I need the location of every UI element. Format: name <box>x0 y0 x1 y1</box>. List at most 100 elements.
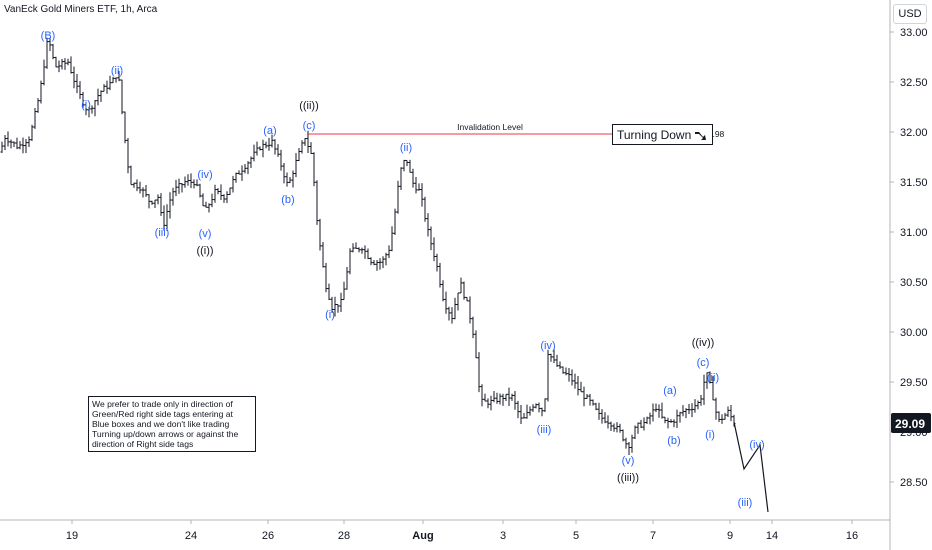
ohlc-bar <box>666 417 670 429</box>
ohlc-bar <box>138 181 142 194</box>
ohlc-bar <box>438 262 442 288</box>
ohlc-bar <box>123 111 127 144</box>
x-tick-label: 7 <box>650 530 656 542</box>
ohlc-bar <box>540 407 544 417</box>
ohlc-bar <box>366 248 370 260</box>
y-tick-label: 31.50 <box>900 177 928 189</box>
ohlc-bar <box>612 423 616 432</box>
ohlc-bar <box>81 91 85 108</box>
ohlc-bar <box>558 361 562 370</box>
ohlc-bar <box>531 404 535 412</box>
ohlc-bar <box>162 205 166 231</box>
ohlc-bar <box>45 37 49 69</box>
ohlc-bar <box>471 316 475 339</box>
ohlc-bar <box>309 142 313 154</box>
ohlc-bar <box>15 137 19 150</box>
ohlc-bar <box>150 200 154 205</box>
x-tick-label: 24 <box>185 530 197 542</box>
ohlc-bar <box>144 184 148 197</box>
ohlc-bar <box>453 297 457 320</box>
ohlc-bar <box>444 291 448 314</box>
wave-label: (iv) <box>540 340 555 352</box>
ohlc-bar <box>486 398 490 409</box>
y-tick-label: 31.00 <box>900 227 928 239</box>
currency-button[interactable]: USD <box>893 4 927 24</box>
ohlc-bar <box>633 425 637 440</box>
ohlc-bar <box>9 139 13 149</box>
wave-label: (ii) <box>707 372 719 384</box>
ohlc-bar <box>276 144 280 157</box>
ohlc-bar <box>624 437 628 449</box>
ohlc-bar <box>465 296 469 302</box>
ohlc-bar <box>585 393 589 399</box>
ohlc-bar <box>321 241 325 268</box>
ohlc-bar <box>570 369 574 386</box>
last-price-label: 29.09 <box>895 417 925 431</box>
ohlc-bar <box>450 307 454 324</box>
ohlc-bar <box>546 349 550 402</box>
ohlc-bar <box>252 144 256 162</box>
ohlc-bar <box>174 179 178 197</box>
ohlc-bar <box>576 375 580 396</box>
ohlc-bar <box>645 416 649 425</box>
ohlc-bar <box>39 80 43 104</box>
ohlc-bar <box>204 201 208 208</box>
x-tick-label: 3 <box>500 530 506 542</box>
y-tick-label: 29.50 <box>900 377 928 389</box>
ohlc-bar <box>0 141 4 153</box>
ohlc-bar <box>663 416 667 424</box>
ohlc-bar <box>729 404 733 422</box>
ohlc-bar <box>12 141 16 147</box>
ohlc-bar <box>720 414 724 424</box>
x-tick-label: 5 <box>573 530 579 542</box>
ohlc-bar <box>705 372 709 389</box>
ohlc-bar <box>477 352 481 393</box>
ohlc-bar <box>330 296 334 313</box>
ohlc-bar <box>375 260 379 271</box>
ohlc-bar <box>648 412 652 425</box>
ohlc-bar <box>678 411 682 423</box>
ohlc-bar <box>432 237 436 262</box>
ohlc-bar <box>687 403 691 415</box>
ohlc-bar <box>429 226 433 251</box>
ohlc-bar <box>441 280 445 302</box>
ohlc-bar <box>681 405 685 417</box>
ohlc-bar <box>702 374 706 405</box>
ohlc-bar <box>288 177 292 184</box>
wave-label: (a) <box>663 385 676 397</box>
ohlc-bar <box>243 163 247 174</box>
ohlc-bar <box>27 136 31 148</box>
ohlc-bar <box>168 192 172 219</box>
ohlc-bar <box>297 147 301 162</box>
ohlc-bar <box>24 139 28 154</box>
ohlc-bar <box>717 411 721 423</box>
ohlc-bar <box>606 415 610 429</box>
ohlc-bar <box>264 141 268 149</box>
ohlc-bar <box>384 252 388 266</box>
ohlc-bar <box>723 412 727 420</box>
ohlc-bar <box>690 403 694 418</box>
ohlc-bar <box>165 204 169 231</box>
ohlc-bar <box>372 260 376 266</box>
wave-label: (ii) <box>111 65 123 77</box>
ohlc-bar <box>657 404 661 418</box>
ohlc-bar <box>684 408 688 419</box>
ohlc-bar <box>153 199 157 209</box>
ohlc-bar <box>267 137 271 151</box>
ohlc-bar <box>363 245 367 259</box>
ohlc-bar <box>534 403 538 409</box>
ohlc-bar <box>516 400 520 419</box>
ohlc-bar <box>333 296 337 317</box>
ohlc-bar <box>468 296 472 324</box>
ohlc-bar <box>714 397 718 420</box>
x-tick-label: 28 <box>338 530 350 542</box>
invalidation-label: Invalidation Level <box>457 122 523 132</box>
ohlc-bar <box>675 409 679 429</box>
ohlc-bar <box>336 303 340 313</box>
trading-note: We prefer to trade only in direction of … <box>88 396 256 452</box>
ohlc-bar <box>345 266 349 290</box>
y-tick-label: 30.50 <box>900 277 928 289</box>
ohlc-bar <box>42 59 46 86</box>
